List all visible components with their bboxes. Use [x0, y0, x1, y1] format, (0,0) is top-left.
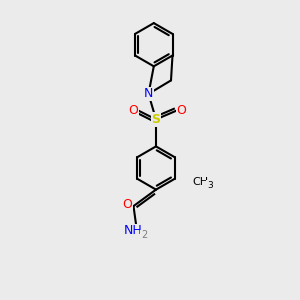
- Text: O: O: [177, 104, 186, 117]
- Text: N: N: [144, 87, 153, 101]
- Text: 2: 2: [141, 230, 147, 240]
- Text: NH: NH: [124, 224, 143, 237]
- Text: S: S: [152, 113, 160, 126]
- Text: CH: CH: [192, 177, 208, 187]
- Text: O: O: [123, 198, 132, 211]
- Text: 3: 3: [207, 181, 213, 190]
- Text: O: O: [129, 104, 138, 117]
